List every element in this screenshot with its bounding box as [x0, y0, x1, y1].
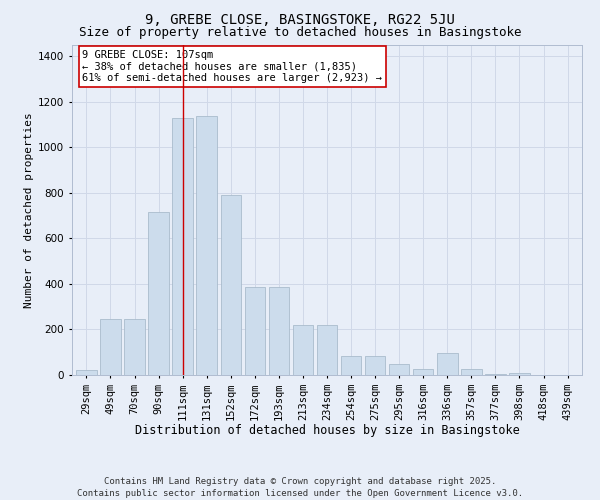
Y-axis label: Number of detached properties: Number of detached properties: [24, 112, 34, 308]
Bar: [172, 118, 193, 375]
Bar: [76, 370, 97, 375]
Bar: [389, 364, 409, 375]
Text: 9, GREBE CLOSE, BASINGSTOKE, RG22 5JU: 9, GREBE CLOSE, BASINGSTOKE, RG22 5JU: [145, 12, 455, 26]
Bar: [341, 356, 361, 375]
Bar: [461, 368, 482, 375]
Text: Size of property relative to detached houses in Basingstoke: Size of property relative to detached ho…: [79, 26, 521, 39]
Bar: [196, 116, 217, 375]
Bar: [245, 288, 265, 375]
Bar: [124, 319, 145, 375]
Bar: [413, 368, 433, 375]
Bar: [221, 195, 241, 375]
Bar: [148, 212, 169, 375]
Bar: [269, 288, 289, 375]
Text: Contains HM Land Registry data © Crown copyright and database right 2025.
Contai: Contains HM Land Registry data © Crown c…: [77, 476, 523, 498]
Bar: [437, 354, 458, 375]
Bar: [365, 356, 385, 375]
Bar: [100, 319, 121, 375]
X-axis label: Distribution of detached houses by size in Basingstoke: Distribution of detached houses by size …: [134, 424, 520, 438]
Bar: [485, 374, 506, 375]
Text: 9 GREBE CLOSE: 107sqm
← 38% of detached houses are smaller (1,835)
61% of semi-d: 9 GREBE CLOSE: 107sqm ← 38% of detached …: [82, 50, 382, 83]
Bar: [317, 325, 337, 375]
Bar: [509, 373, 530, 375]
Bar: [293, 325, 313, 375]
